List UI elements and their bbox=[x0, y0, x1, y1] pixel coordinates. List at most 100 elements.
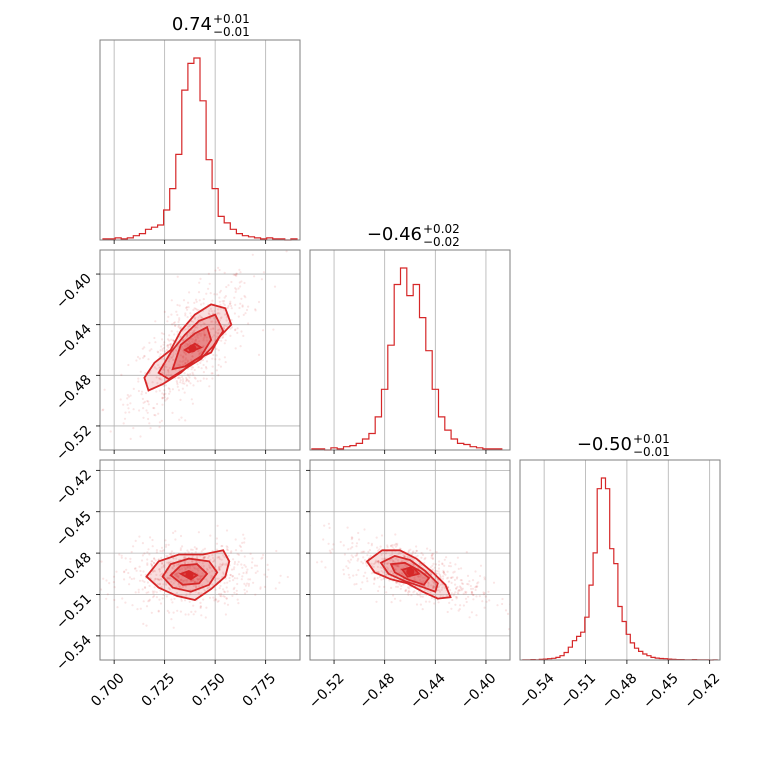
sample-point bbox=[200, 614, 203, 617]
sample-point bbox=[226, 581, 229, 584]
sample-point bbox=[140, 390, 144, 393]
sample-point bbox=[430, 556, 433, 559]
sample-point bbox=[377, 549, 380, 552]
sample-point bbox=[186, 566, 189, 569]
y-tick-label: −0.40 bbox=[53, 271, 95, 313]
sample-point bbox=[167, 315, 170, 318]
sample-point bbox=[217, 266, 220, 269]
sample-point bbox=[159, 589, 162, 592]
sample-point bbox=[196, 363, 199, 366]
sample-point bbox=[504, 609, 508, 612]
sample-point bbox=[167, 343, 170, 347]
sample-point bbox=[351, 546, 354, 549]
sample-point bbox=[236, 598, 239, 601]
sample-point bbox=[175, 564, 178, 567]
sample-point bbox=[380, 534, 384, 537]
sample-point bbox=[351, 536, 354, 540]
panel-frame-p1-p3 bbox=[99, 459, 301, 661]
sample-point bbox=[361, 562, 365, 565]
sample-point bbox=[375, 560, 378, 563]
sample-point bbox=[181, 355, 184, 358]
sample-point bbox=[235, 272, 238, 276]
sample-point bbox=[150, 563, 153, 566]
sample-point bbox=[100, 560, 103, 563]
sample-point bbox=[236, 563, 239, 566]
sample-point bbox=[228, 576, 231, 580]
sample-point bbox=[238, 281, 241, 284]
sample-point bbox=[225, 564, 228, 567]
sample-point bbox=[402, 554, 405, 557]
sample-point bbox=[225, 586, 228, 589]
sample-point bbox=[198, 299, 201, 302]
x-tick-label: −0.45 bbox=[640, 670, 682, 712]
sample-point bbox=[350, 538, 353, 541]
sample-point bbox=[219, 594, 222, 598]
sample-point bbox=[133, 567, 137, 570]
sample-point bbox=[168, 553, 171, 556]
sample-point bbox=[374, 559, 377, 562]
sample-point bbox=[261, 556, 264, 559]
sample-point bbox=[229, 327, 232, 330]
sample-point bbox=[254, 571, 257, 575]
sample-point bbox=[205, 339, 208, 342]
sample-point bbox=[171, 388, 174, 391]
sample-point bbox=[158, 421, 161, 424]
sample-point bbox=[351, 556, 355, 559]
sample-point bbox=[189, 382, 192, 385]
sample-point bbox=[181, 339, 185, 342]
sample-point bbox=[237, 315, 240, 318]
sample-point bbox=[232, 588, 235, 591]
sample-point bbox=[210, 320, 213, 323]
sample-point bbox=[219, 584, 222, 588]
sample-point bbox=[419, 575, 422, 578]
sample-point bbox=[185, 335, 189, 338]
sample-point bbox=[179, 327, 182, 330]
sample-point bbox=[432, 552, 435, 555]
sample-point bbox=[88, 573, 90, 575]
sample-point bbox=[234, 290, 237, 293]
sample-point bbox=[458, 589, 461, 592]
sample-point bbox=[465, 600, 468, 604]
sample-point bbox=[395, 564, 398, 567]
title-value: 0.74 bbox=[172, 14, 212, 35]
sample-point bbox=[164, 384, 167, 387]
sample-point bbox=[223, 602, 226, 605]
sample-point bbox=[439, 576, 442, 579]
sample-point bbox=[450, 592, 453, 595]
sample-point bbox=[193, 546, 196, 549]
sample-point bbox=[138, 357, 141, 360]
sample-point bbox=[134, 539, 137, 543]
x-tick-label: −0.44 bbox=[407, 670, 449, 712]
sample-point bbox=[226, 549, 229, 552]
sample-point bbox=[367, 542, 370, 545]
sample-point bbox=[196, 555, 199, 558]
sample-point bbox=[394, 568, 397, 571]
sample-point bbox=[472, 598, 475, 601]
sample-point bbox=[167, 371, 170, 374]
sample-point bbox=[178, 326, 181, 329]
sample-point bbox=[233, 312, 236, 315]
sample-point bbox=[206, 568, 209, 572]
sample-point bbox=[401, 559, 404, 562]
sample-point bbox=[179, 354, 183, 357]
sample-point bbox=[153, 557, 156, 560]
sample-point bbox=[377, 589, 380, 593]
sample-point bbox=[166, 576, 169, 579]
sample-point bbox=[350, 554, 353, 557]
sample-point bbox=[224, 339, 227, 342]
sample-point bbox=[465, 591, 468, 594]
sample-point bbox=[206, 587, 209, 590]
sample-point bbox=[227, 306, 230, 309]
sample-point bbox=[368, 549, 371, 552]
sample-point bbox=[169, 343, 172, 346]
sample-point bbox=[417, 575, 420, 578]
sample-point bbox=[164, 350, 167, 353]
sample-point bbox=[192, 604, 195, 607]
panel-frame-p1-p2 bbox=[99, 249, 301, 451]
sample-point bbox=[172, 355, 175, 358]
sample-point bbox=[437, 586, 440, 589]
sample-point bbox=[227, 554, 230, 557]
sample-point bbox=[140, 559, 144, 562]
sample-point bbox=[377, 570, 380, 574]
sample-point bbox=[324, 566, 327, 569]
